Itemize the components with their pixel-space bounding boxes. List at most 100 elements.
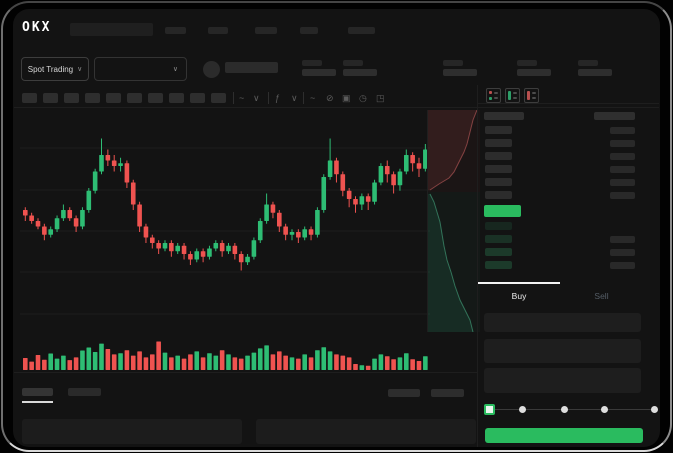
indicators-caret-icon[interactable]: ∨	[291, 93, 298, 103]
chart-type-caret-icon[interactable]: ∨	[253, 93, 260, 103]
drawing-tool-placeholder[interactable]	[148, 93, 163, 103]
nav-item-placeholder[interactable]	[300, 27, 318, 34]
drawing-tool-placeholder[interactable]	[190, 93, 205, 103]
ask-amount-placeholder	[610, 166, 635, 173]
compare-icon[interactable]: ⊘	[326, 93, 334, 103]
drawing-tool-placeholder[interactable]	[64, 93, 79, 103]
ticker-label-placeholder	[578, 60, 598, 66]
orderbook-asks-icon[interactable]	[524, 88, 539, 103]
toolbar-divider	[303, 92, 304, 104]
ticker-value-placeholder	[443, 69, 477, 76]
ask-price-placeholder[interactable]	[485, 152, 512, 160]
active-tab-indicator	[478, 282, 560, 284]
tab-sell[interactable]: Sell	[594, 291, 609, 301]
indicators-icon[interactable]: ƒ	[275, 93, 281, 103]
submit-buy-button[interactable]	[485, 428, 643, 443]
coin-avatar	[203, 61, 220, 78]
bid-price-placeholder[interactable]	[485, 222, 512, 230]
okx-logo[interactable]: OKX	[22, 20, 52, 35]
drawing-tool-placeholder[interactable]	[211, 93, 226, 103]
logo-adjacent-placeholder	[70, 23, 153, 36]
drawing-tool-placeholder[interactable]	[85, 93, 100, 103]
ask-amount-placeholder	[610, 179, 635, 186]
order-input-placeholder[interactable]	[484, 313, 641, 332]
orders-action-placeholder[interactable]	[388, 389, 420, 397]
candlestick-chart[interactable]	[20, 108, 430, 335]
drawing-tool-placeholder[interactable]	[22, 93, 37, 103]
candles	[23, 138, 428, 271]
toolbar-divider	[233, 92, 234, 104]
ask-price-placeholder[interactable]	[485, 126, 512, 134]
drawing-tool-placeholder[interactable]	[127, 93, 142, 103]
ticker-label-placeholder	[302, 60, 322, 66]
order-input-placeholder[interactable]	[484, 339, 641, 363]
ticker-value-placeholder	[343, 69, 377, 76]
chart-type-icon[interactable]: ~	[239, 93, 245, 103]
bid-price-placeholder[interactable]	[485, 248, 512, 256]
fullscreen-icon[interactable]: ◳	[376, 93, 385, 103]
bid-price-placeholder[interactable]	[485, 235, 512, 243]
orders-action-placeholder[interactable]	[431, 389, 464, 397]
volume-bars	[23, 341, 428, 370]
chevron-down-icon: ∨	[172, 66, 178, 73]
ask-price-placeholder[interactable]	[485, 191, 512, 199]
panel-divider	[477, 85, 478, 447]
market-type-label: Spot Trading	[27, 64, 74, 74]
order-input-placeholder[interactable]	[484, 368, 641, 393]
bid-amount-placeholder	[610, 249, 635, 256]
orderbook-header-amount-placeholder	[594, 112, 635, 120]
history-icon[interactable]: ◷	[359, 93, 367, 103]
slider-stop-dot[interactable]	[601, 406, 608, 413]
volume-chart[interactable]	[20, 336, 430, 372]
drawing-tool-placeholder[interactable]	[169, 93, 184, 103]
pair-dropdown[interactable]: ∨	[94, 57, 187, 81]
last-price-bar[interactable]	[484, 205, 521, 217]
amount-slider-track[interactable]	[489, 409, 654, 410]
ask-amount-placeholder	[610, 127, 635, 134]
ticker-value-placeholder	[517, 69, 551, 76]
ticker-value-placeholder	[578, 69, 612, 76]
orderbook-bids-icon[interactable]	[505, 88, 520, 103]
depth-chart[interactable]	[427, 110, 480, 332]
slider-stop-dot[interactable]	[650, 406, 658, 413]
ticker-label-placeholder	[443, 60, 463, 66]
drawing-tool-placeholder[interactable]	[106, 93, 121, 103]
gridlines	[20, 147, 430, 315]
orders-active-tab-underline	[22, 401, 53, 403]
drawing-tool-placeholder[interactable]	[43, 93, 58, 103]
orders-content-panel	[256, 419, 476, 444]
bid-amount-placeholder	[610, 236, 635, 243]
orders-content-panel	[22, 419, 242, 444]
slider-handle[interactable]	[483, 404, 495, 415]
ask-price-placeholder[interactable]	[485, 165, 512, 173]
snapshot-icon[interactable]: ▣	[342, 93, 351, 103]
nav-item-placeholder[interactable]	[208, 27, 228, 34]
nav-item-placeholder[interactable]	[255, 27, 277, 34]
ask-amount-placeholder	[610, 140, 635, 147]
bid-amount-placeholder	[610, 262, 635, 269]
ask-amount-placeholder	[610, 192, 635, 199]
line-tool-icon[interactable]: ~	[310, 93, 316, 103]
market-type-selector[interactable]: Spot Trading ∨	[21, 57, 89, 81]
slider-stop-dot[interactable]	[519, 406, 527, 413]
orderbook-divider	[478, 103, 659, 104]
pair-name-placeholder	[225, 62, 278, 73]
toolbar-divider	[268, 92, 269, 104]
ask-price-placeholder[interactable]	[485, 178, 512, 186]
bid-price-placeholder[interactable]	[485, 261, 512, 269]
ask-amount-placeholder	[610, 153, 635, 160]
orders-tab-placeholder[interactable]	[22, 388, 53, 396]
ticker-value-placeholder	[302, 69, 336, 76]
ticker-label-placeholder	[517, 60, 537, 66]
ticker-label-placeholder	[343, 60, 363, 66]
tab-buy[interactable]: Buy	[511, 291, 527, 301]
nav-item-placeholder[interactable]	[348, 27, 375, 34]
toolbar-divider	[14, 107, 659, 108]
slider-stop-dot[interactable]	[560, 406, 568, 413]
ask-price-placeholder[interactable]	[485, 139, 512, 147]
nav-item-placeholder[interactable]	[165, 27, 186, 34]
orders-tab-placeholder[interactable]	[68, 388, 101, 396]
chevron-down-icon: ∨	[77, 66, 83, 73]
orderbook-all-icon[interactable]	[486, 88, 501, 103]
